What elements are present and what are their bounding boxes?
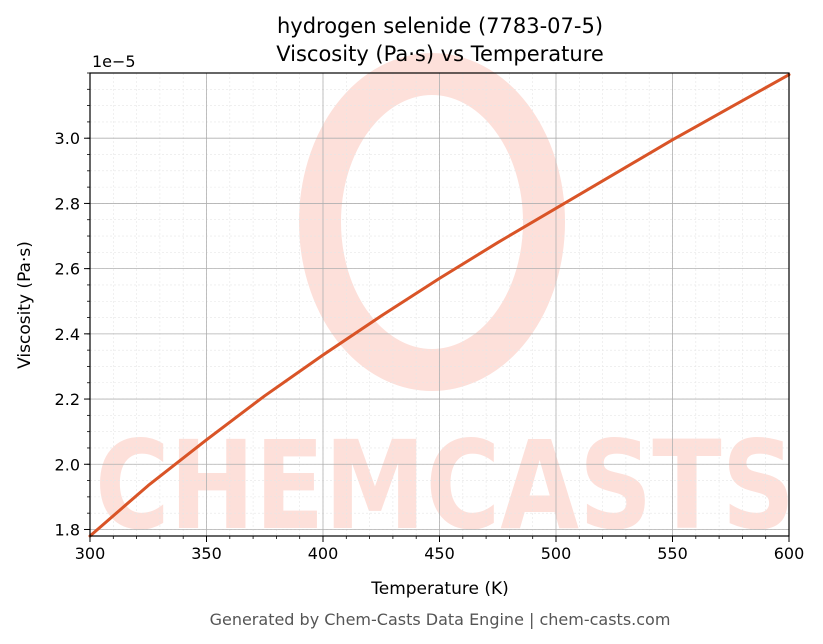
x-axis-ticks: 300 350 400 450 500 550 600 [75,536,805,563]
y-tick-label: 1.8 [55,520,80,539]
chart-title: hydrogen selenide (7783-07-5) [277,14,603,38]
chart-subtitle: Viscosity (Pa·s) vs Temperature [276,42,604,66]
y-tick-label: 2.2 [55,390,80,409]
footer-credit: Generated by Chem-Casts Data Engine | ch… [210,610,671,629]
y-offset-label: 1e−5 [92,52,136,71]
x-tick-label: 450 [424,544,455,563]
x-tick-label: 400 [308,544,339,563]
x-axis-label: Temperature (K) [370,579,509,599]
y-tick-label: 2.4 [55,325,80,344]
data-series [88,73,791,538]
watermark-text: CHEMCASTS [95,415,795,557]
x-tick-label: 350 [191,544,222,563]
x-tick-label: 550 [657,544,688,563]
x-tick-label: 300 [75,544,106,563]
series-line [88,73,791,538]
y-tick-label: 2.6 [55,260,80,279]
x-tick-label: 500 [541,544,572,563]
y-tick-label: 2.8 [55,194,80,213]
y-tick-label: 3.0 [55,129,80,148]
x-tick-label: 600 [774,544,805,563]
y-axis-ticks: 1.8 2.0 2.2 2.4 2.6 2.8 3.0 [55,72,90,539]
watermark: CHEMCASTS [95,53,795,557]
y-tick-label: 2.0 [55,455,80,474]
watermark-logo-ring [299,53,565,391]
y-axis-label: Viscosity (Pa·s) [15,241,35,369]
